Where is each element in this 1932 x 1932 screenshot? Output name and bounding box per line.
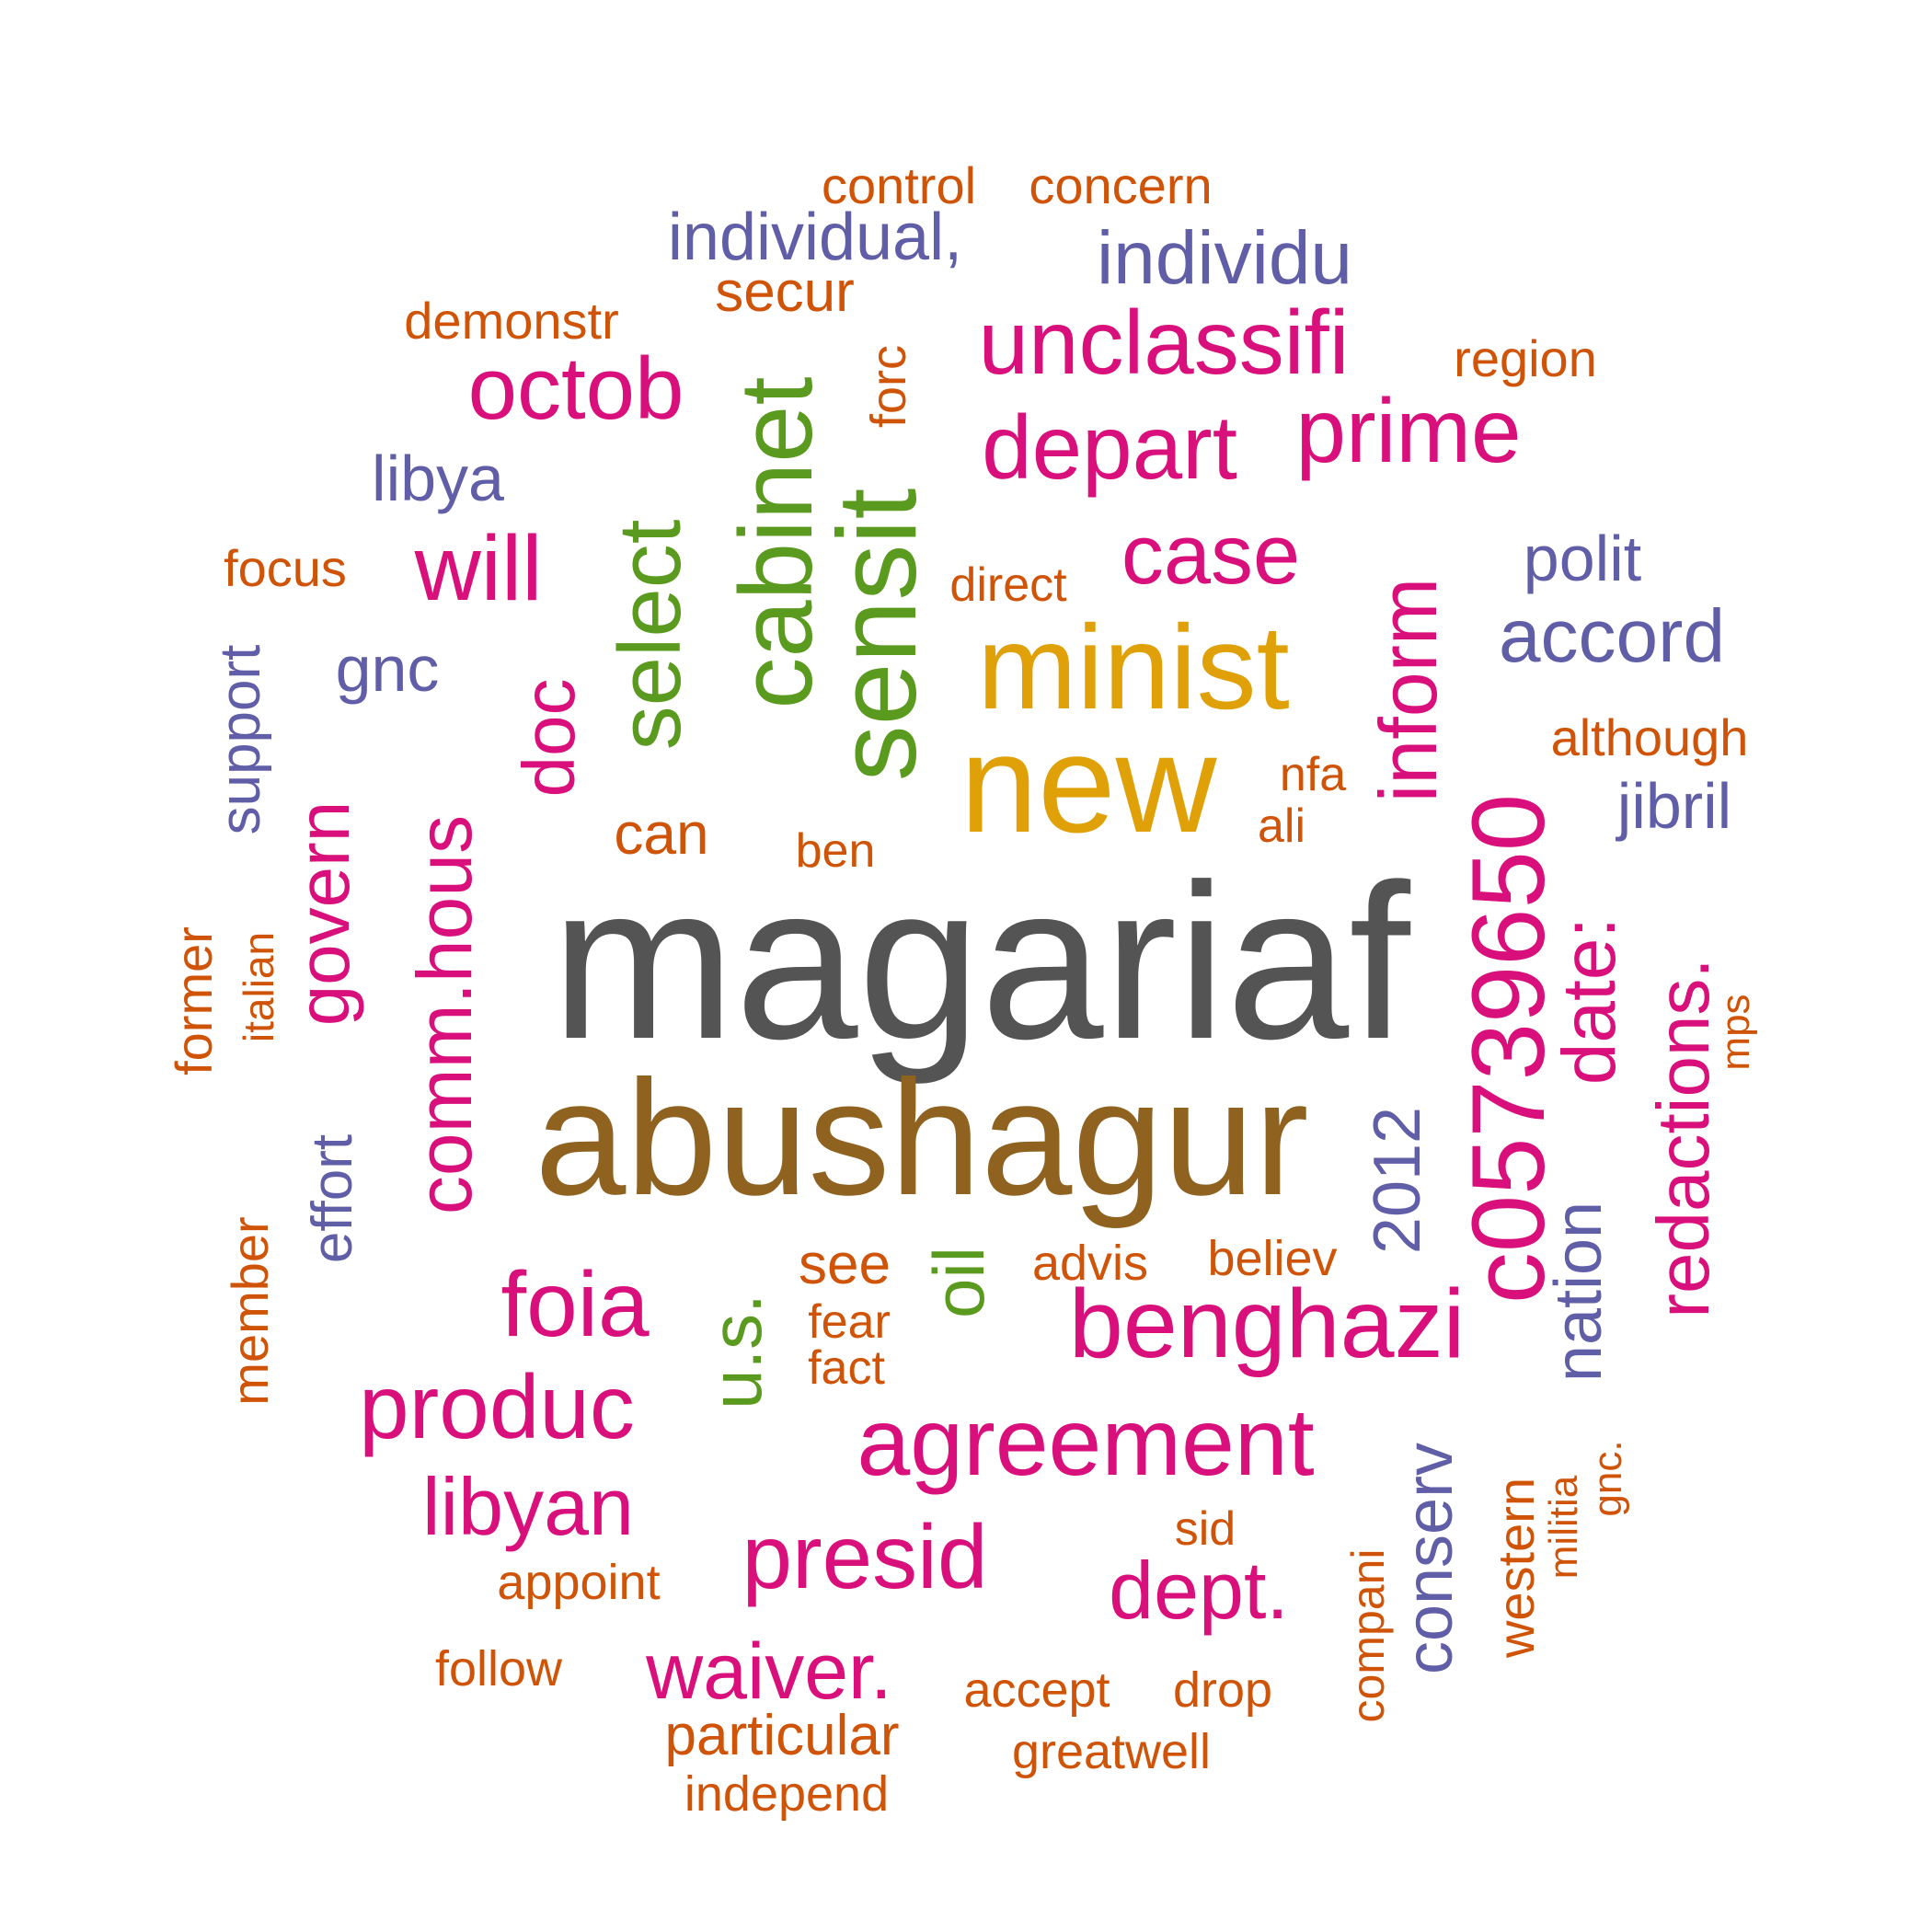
word-although: although: [1550, 708, 1749, 766]
word-western: western: [1487, 1477, 1545, 1659]
word-polit: polit: [1523, 523, 1642, 594]
word-compani: compani: [1342, 1548, 1394, 1723]
word-presid: presid: [742, 1506, 988, 1607]
word-follow: follow: [434, 1641, 563, 1696]
word-govern: govern: [282, 800, 364, 1027]
word-inform: inform: [1363, 577, 1454, 803]
word-see: see: [799, 1233, 891, 1296]
word-demonstr: demonstr: [404, 292, 619, 350]
word-sensit: sensit: [814, 488, 939, 782]
word-gnc: gnc: [335, 633, 440, 705]
word-member: member: [221, 1216, 279, 1406]
word-individu: individu: [1096, 216, 1353, 300]
word-fear: fear: [808, 1295, 891, 1349]
word-support: support: [209, 644, 272, 835]
word-advis: advis: [1031, 1236, 1149, 1291]
word-control: control: [821, 156, 977, 214]
word-minist: minist: [977, 600, 1290, 734]
word-dept.: dept.: [1109, 1545, 1289, 1636]
word-waiver.: waiver.: [646, 1627, 892, 1716]
word-particular: particular: [664, 1704, 900, 1767]
word-sid: sid: [1174, 1502, 1236, 1556]
word-italian: italian: [235, 931, 282, 1043]
word-produc: produc: [359, 1356, 635, 1457]
word-conserv: conserv: [1393, 1442, 1466, 1675]
word-appoint: appoint: [497, 1555, 661, 1610]
word-octob: octob: [467, 339, 684, 438]
word-unclassifi: unclassifi: [978, 292, 1350, 393]
word-mps: mps: [1713, 994, 1758, 1071]
word-libyan: libyan: [422, 1461, 634, 1552]
word-u.s.: u.s.: [696, 1294, 776, 1409]
word-gnc.: gnc.: [1585, 1440, 1630, 1517]
word-concern: concern: [1029, 156, 1213, 214]
word-will: will: [414, 517, 543, 620]
word-forc: forc: [861, 344, 916, 429]
word-select: select: [601, 519, 699, 751]
word-accept: accept: [963, 1662, 1110, 1718]
word-prime: prime: [1295, 380, 1522, 481]
word-militia: militia: [1541, 1475, 1586, 1580]
word-region: region: [1454, 329, 1597, 387]
word-secur: secur: [715, 260, 855, 324]
word-nfa: nfa: [1279, 748, 1347, 801]
word-2012: 2012: [1361, 1106, 1434, 1255]
word-accord: accord: [1498, 594, 1726, 678]
word-nation: nation: [1542, 1201, 1616, 1383]
word-magariaf: magariaf: [551, 838, 1410, 1085]
word-fact: fact: [808, 1341, 885, 1395]
word-libya: libya: [372, 443, 504, 514]
word-direct: direct: [949, 558, 1067, 612]
word-individual,: individual,: [667, 201, 963, 274]
word-former: former: [165, 926, 223, 1075]
word-ali: ali: [1257, 799, 1306, 853]
word-drop: drop: [1172, 1662, 1273, 1718]
word-effort: effort: [301, 1133, 364, 1264]
word-agreement: agreement: [857, 1389, 1315, 1496]
word-foia: foia: [500, 1253, 650, 1356]
word-doc: doc: [508, 678, 590, 798]
word-oil: oil: [918, 1246, 999, 1319]
word-jibril: jibril: [1616, 770, 1732, 842]
word-depart: depart: [982, 397, 1237, 498]
word-can: can: [614, 800, 709, 867]
word-new: new: [960, 706, 1217, 862]
word-comm.hous: comm.hous: [401, 814, 488, 1215]
word-independ: independ: [684, 1766, 890, 1822]
word-ben: ben: [795, 824, 876, 878]
word-case: case: [1121, 508, 1301, 602]
word-redactions.: redactions.: [1642, 958, 1724, 1318]
word-focus: focus: [224, 539, 347, 597]
word-believ: believ: [1207, 1231, 1338, 1286]
word-greatwell: greatwell: [1011, 1724, 1212, 1779]
word-cabinet: cabinet: [719, 376, 834, 709]
word-date:: date:: [1547, 916, 1631, 1086]
word-abushagur: abushagur: [535, 1046, 1309, 1229]
word-benghazi: benghazi: [1068, 1270, 1466, 1378]
